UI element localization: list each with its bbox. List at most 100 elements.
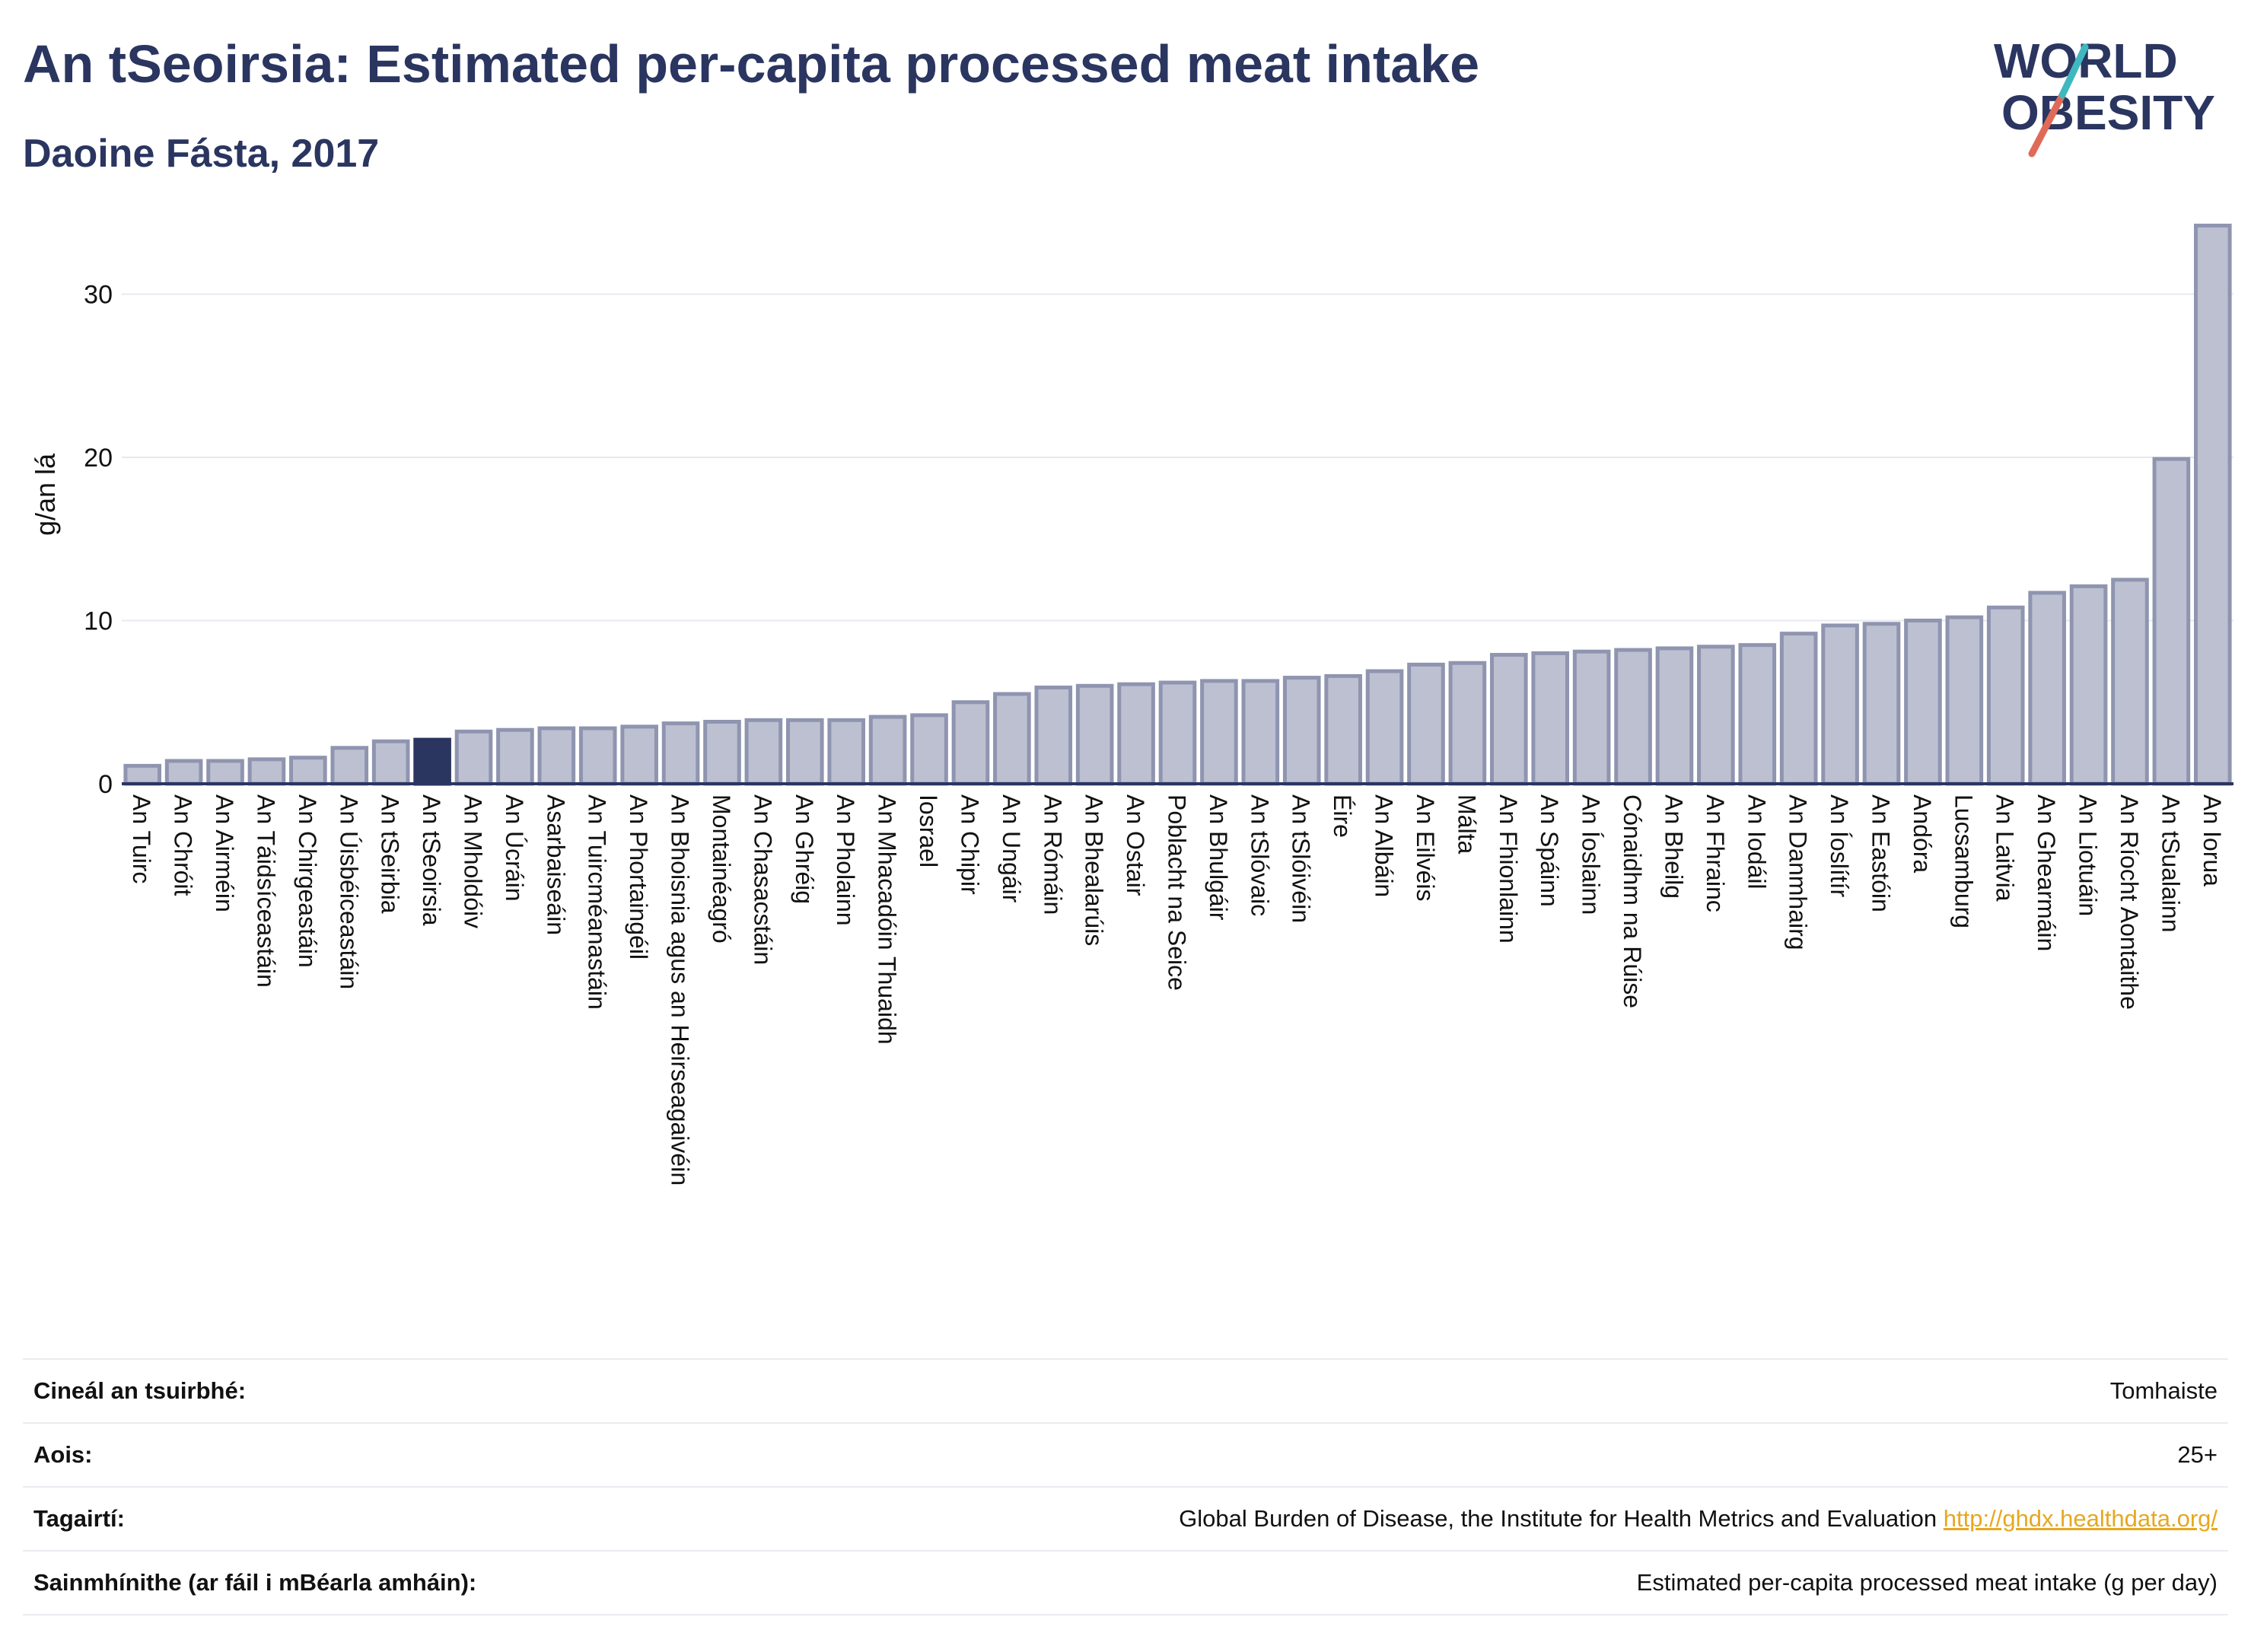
x-tick-label: An Laitvia [1992,794,2019,902]
bar [164,759,203,786]
x-tick-label: An Íoslainn [1578,794,1605,915]
bar [1821,623,1859,786]
x-tick-label: An Ungáir [998,794,1025,903]
x-tick-label: An Chasacstáin [749,794,776,965]
bar-highlighted [413,737,451,786]
logo-line2: OBESITY [2001,85,2215,140]
x-tick-label: An Bheilg [1660,794,1687,899]
info-row: Tagairtí: Global Burden of Disease, the … [23,1486,2228,1551]
bar [1779,632,1818,786]
info-value: Estimated per-capita processed meat inta… [694,1550,2228,1615]
info-table: Cineál an tsuirbhé: Tomhaiste Aois: 25+ … [23,1358,2228,1615]
bar [537,726,576,786]
bar [661,721,700,786]
x-tick-label: An Eastóin [1867,794,1895,912]
x-tick-label: An Tuirc [128,794,155,883]
bar [910,713,948,786]
x-tick-label: An Táidsíceastáin [252,794,279,988]
x-tick-label: Éire [1329,794,1356,838]
logo-slash-red [2028,91,2066,158]
x-tick-label: An Tuircméanastáin [584,794,611,1010]
bar [1904,619,1942,786]
x-tick-label: An Rómáin [1039,794,1066,915]
x-tick-label: An Ostair [1122,794,1149,896]
bar [247,757,286,786]
x-tick-label: An Iodáil [1743,794,1770,890]
x-tick-label: An Albáin [1371,794,1398,897]
bar [1945,615,1984,786]
bar [1572,649,1611,786]
bar [454,729,493,786]
bar [1407,662,1445,786]
x-tick-label: An Iorua [2198,794,2226,886]
info-row: Cineál an tsuirbhé: Tomhaiste [23,1358,2228,1423]
bar [1075,683,1114,786]
info-value: Tomhaiste [694,1358,2228,1423]
x-tick-label: An Ghréig [791,794,818,904]
x-tick-label: An Chipir [956,794,983,895]
x-tick-label: Asarbaiseáin [542,794,569,935]
x-tick-label: Poblacht na Seice [1164,794,1191,991]
bar [703,719,741,786]
x-tick-label: An Úcráin [501,794,528,902]
bar [744,718,783,786]
bar [371,739,410,786]
bar [951,700,990,786]
bar [1862,622,1901,786]
bar [993,692,1031,786]
info-value-with-link: Global Burden of Disease, the Institute … [694,1486,2228,1551]
bar [1986,605,2025,786]
bar [1324,673,1362,786]
y-axis-label: g/an lá [30,453,61,536]
bar [1489,653,1528,786]
logo-slash-teal [2058,43,2089,99]
x-tick-label: An Fhionlainn [1495,794,1522,944]
bar [1655,646,1694,786]
x-tick-label: An Chirgeastáin [294,794,321,968]
x-tick-label: Montainéagró [708,794,735,944]
bar-chart: 0 10 20 30 An Tuirc An Chróit An Airméin An Tá… [30,223,2233,1186]
x-tick-label: An Mhacadóin Thuaidh [874,794,901,1045]
bar [1531,651,1570,786]
bar [1365,669,1404,786]
bar [578,726,617,786]
info-label: Aois: [23,1422,695,1487]
bar [206,759,244,786]
y-tick-labels: 0 10 20 30 [84,281,113,799]
bar [496,727,534,786]
reference-link[interactable]: http://ghdx.healthdata.org/ [1943,1505,2218,1532]
x-tick-label: Cónaidhm na Rúise [1619,794,1646,1008]
x-tick-label: Lucsamburg [1950,794,1977,928]
x-tick-label: An Chróit [170,794,197,896]
bar [1697,645,1735,786]
x-tick-label: An Bhealarúis [1081,794,1108,946]
x-tick-label: An tSeirbia [377,794,404,914]
bar [1448,660,1487,786]
reference-text: Global Burden of Disease, the Institute … [1179,1505,1937,1532]
bar [2111,578,2149,786]
y-tick-label: 20 [84,444,113,473]
x-tick-label: An Airméin [211,794,238,912]
x-tick-label: An Spáinn [1536,794,1563,907]
info-label: Cineál an tsuirbhé: [23,1358,695,1423]
bars [123,223,2232,786]
x-tick-label: An Bhoisnia agus an Heirseagaivéin [667,794,694,1186]
bar [868,715,907,786]
y-tick-label: 30 [84,281,113,310]
chart-subtitle: Daoine Fásta, 2017 [23,132,380,176]
x-tick-label: Iosrael [915,794,942,867]
bar [2069,584,2108,786]
x-tick-label: An tSlóvaic [1246,794,1273,916]
x-tick-label: Málta [1453,794,1480,854]
x-tick-label: An Mholdóiv [460,794,487,928]
bar [1282,676,1321,786]
x-tick-label: An Ríocht Aontaithe [2116,794,2143,1010]
x-tick-label: An tSualainn [2157,794,2184,932]
y-tick-label: 0 [98,770,113,799]
bar [1614,648,1652,786]
bar [1158,680,1197,786]
x-tick-label: An Úisbéiceastáin [335,794,362,989]
bar [785,718,824,786]
bar [1034,685,1073,786]
bar [330,746,369,786]
